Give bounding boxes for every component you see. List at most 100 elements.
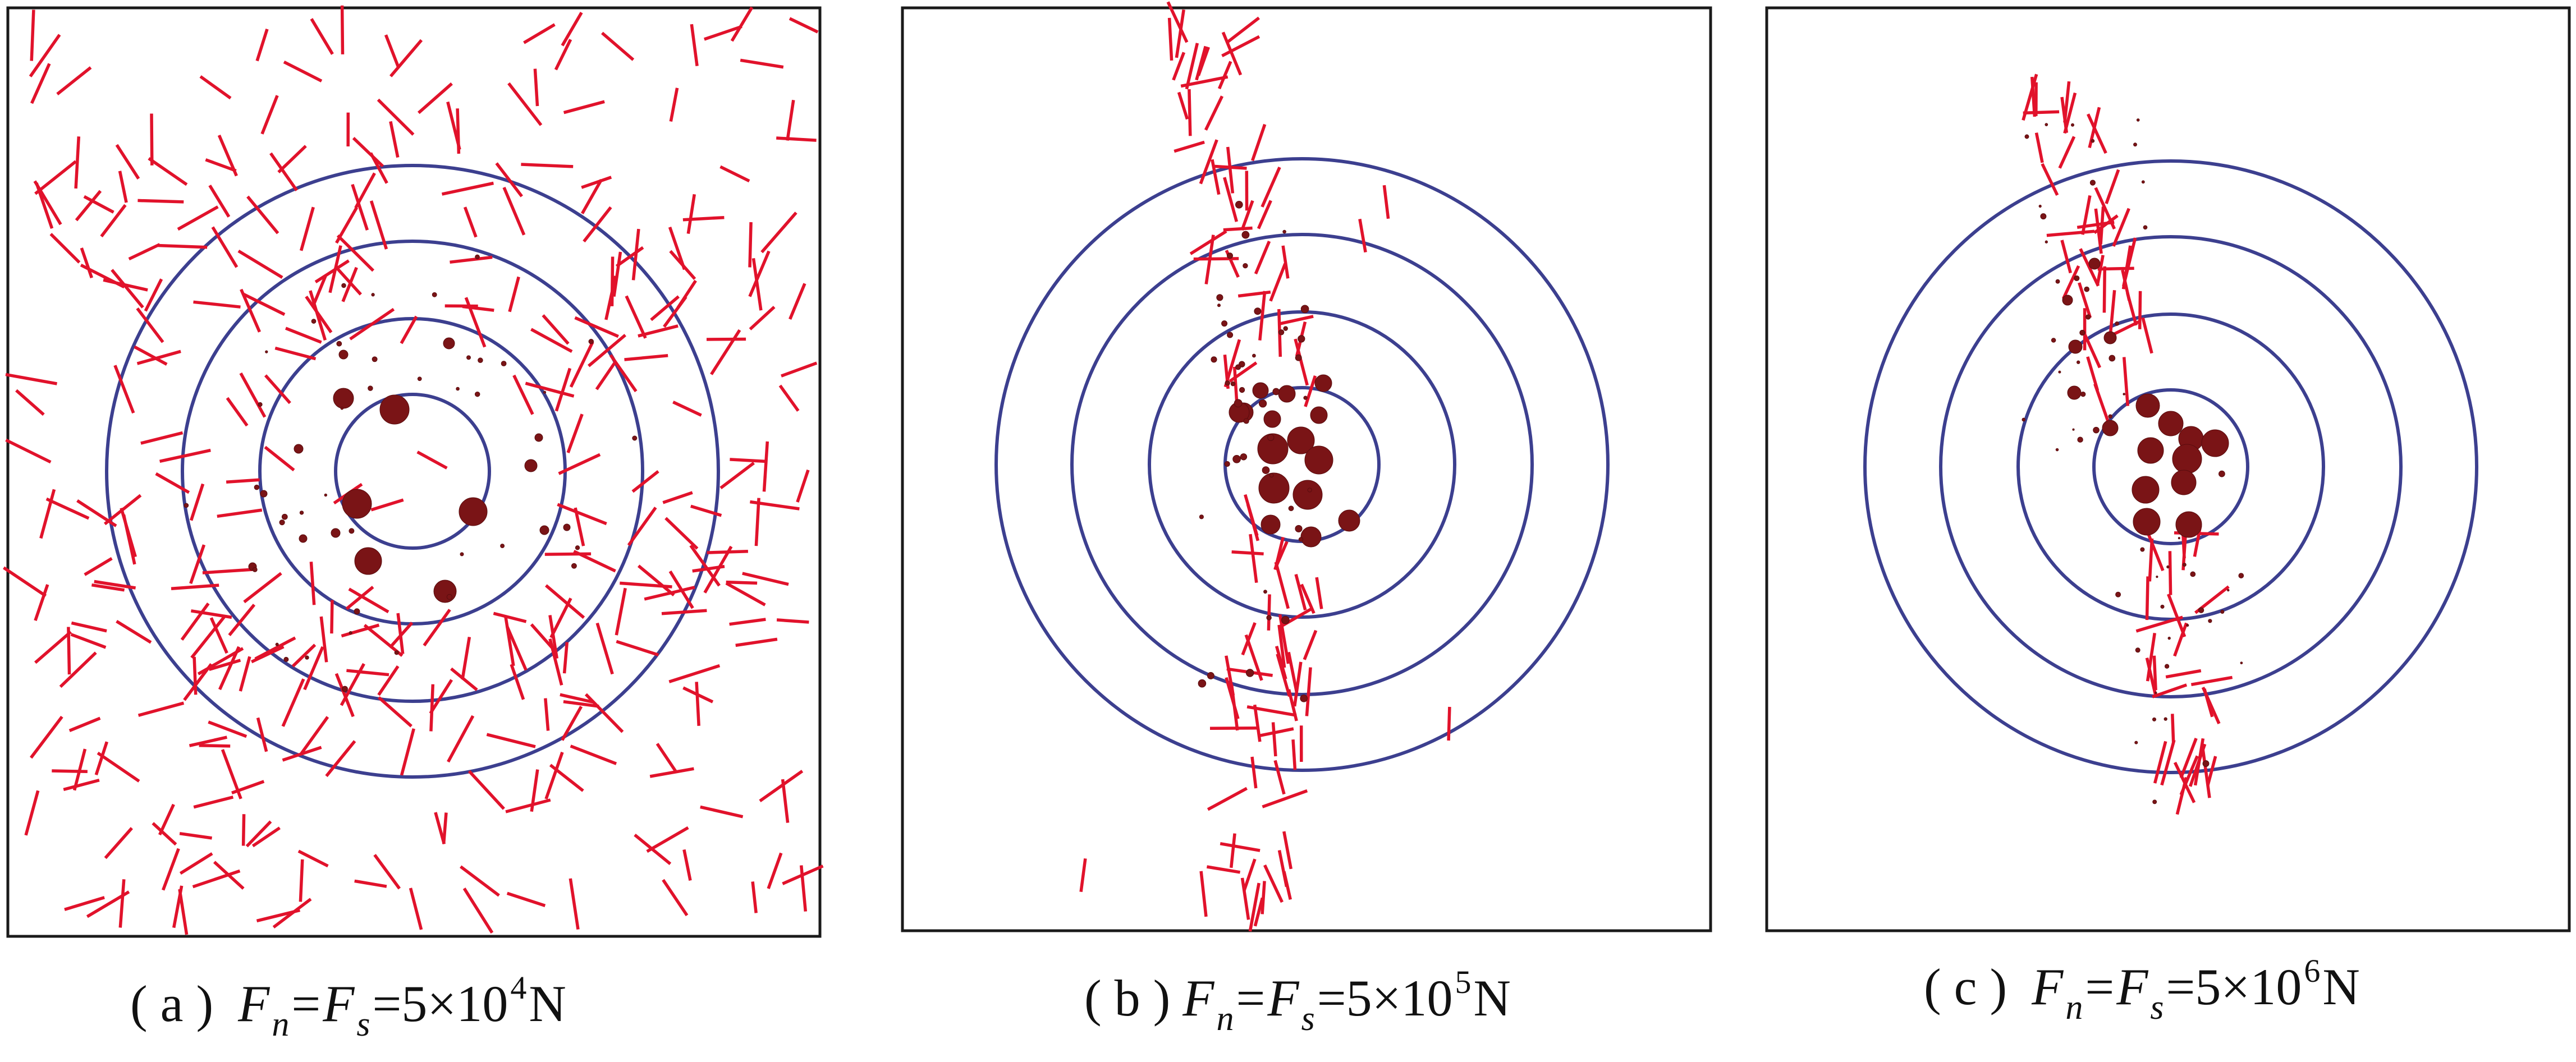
panel-a-crack-266 [700,805,744,819]
caption-c-eq2: =5×10 [2166,958,2302,1015]
panel-a-crack-264 [789,283,806,320]
panel-a-crack-130 [5,438,52,464]
panel-c-crack-61 [2171,714,2175,743]
panel-c-particle-51 [2143,225,2148,230]
panel-b-particle-5 [1292,480,1323,510]
panel-a-crack-104 [521,163,574,168]
panel-a-crack-171 [781,779,790,823]
panel-a-crack-298 [544,698,550,731]
panel-a-particle-16 [260,490,268,498]
panel-a-crack-209 [554,39,572,71]
panel-a-crack-7 [159,448,211,463]
panel-a-crack-304 [281,678,305,727]
panel-a-crack-239 [456,108,461,154]
panel-a-particle-27 [474,391,480,397]
panel-a-crack-179 [601,31,635,61]
panel-a-crack-160 [429,684,435,732]
panel-b-crack-53 [1207,787,1248,811]
panel-a-crack-208 [251,826,281,848]
caption-a-var2: F [322,975,355,1032]
panel-a-crack-300 [354,172,376,209]
panel-a-crack-217 [179,831,212,840]
panel-a-crack-188 [299,206,315,251]
panel-a-crack-211 [581,176,612,189]
panel-a-crack-222 [502,187,526,236]
panel-c-crack-39 [2058,136,2076,169]
panel-b-particle-41 [1198,679,1207,688]
panel-b-particle-51 [1303,396,1308,400]
panel-c-particle-49 [2166,565,2170,569]
panel-b-crack-30 [1172,52,1186,81]
panel-a-crack-43 [346,669,389,677]
caption-c-var1: F [2031,958,2064,1015]
panel-a-crack-270 [299,859,304,902]
panel-a-crack-37 [341,623,380,638]
panel-b-crack-504 [1079,858,1087,893]
panel-a-crack-40 [49,233,81,264]
panel-a-crack-98 [423,609,451,647]
panel-b-crack-87 [1211,159,1221,195]
panel-c-crack-29 [2153,741,2167,784]
panel-a-crack-333 [370,498,404,512]
panel-c-crack-43 [2167,594,2187,637]
panel-a-crack-285 [759,770,804,803]
panel-a-crack-214 [80,247,94,279]
panel-a-crack-273 [676,279,697,309]
panel-a-crack-310 [669,250,696,281]
panel-b-crack-78 [1241,622,1257,656]
panel-b-particle-1 [1257,433,1289,465]
panel-b-particle-7 [1263,410,1281,428]
panel-b-crack-502 [1358,218,1367,253]
panel-a [3,5,824,938]
panel-a-crack-118 [255,28,269,62]
panel-c-particle-50 [2045,123,2048,126]
panel-a-crack-311 [662,879,689,917]
panel-b-particle-27 [1234,399,1243,408]
panel-b-particle-53 [1235,364,1241,370]
panel-a-particle-56 [371,293,375,297]
caption-c-eq1: = [2085,958,2114,1015]
panel-a-crack-97 [495,162,523,197]
panel-a-crack-319 [690,24,699,66]
panel-a-crack-83 [94,741,109,776]
panel-a-crack-242 [781,361,818,378]
panel-c-particle-71 [2080,392,2086,397]
panel-a-crack-315 [240,288,262,333]
panel-a-crack-60 [30,63,51,104]
panel-c-crack-19 [2078,282,2092,319]
panel-c-crack-41 [2144,528,2165,572]
panel-c-crack-55 [2060,96,2069,134]
panel-c-particle-70 [2202,760,2210,767]
caption-a-exp: 4 [510,969,526,1006]
panel-a-particle-36 [311,319,317,324]
panel-a-crack-165 [115,144,140,180]
panel-b-crack-57 [1305,667,1312,716]
panel-a-crack-193 [638,324,679,338]
panel-a-crack-63 [595,622,614,675]
panel-c-ring-1 [2092,388,2249,545]
panel-a-crack-71 [45,497,90,520]
panel-a-crack-84 [226,397,249,427]
panel-c-particle-28 [2220,609,2225,614]
panel-a-crack-125 [68,716,101,732]
panel-a-particle-53 [281,513,288,520]
panel-b-crack-20 [1174,140,1205,153]
panel-b-crack-3 [1278,614,1290,664]
panel-c-particle-26 [2240,661,2243,665]
panel-c-particle-42 [2091,139,2095,143]
panel-a-particle-37 [475,254,480,260]
panel-a-crack-35 [463,206,478,238]
caption-b-var2: F [1267,969,1299,1027]
panel-b-particle-16 [1227,332,1234,338]
panel-a-crack-156 [561,705,583,741]
panel-a-particle-9 [539,525,549,535]
panel-b-crack-74 [1226,16,1260,44]
panel-b-particle-35 [1230,381,1236,387]
panel-b-crack-59 [1177,91,1189,120]
panel-b-particle-29 [1282,229,1286,234]
panel-b-particle-46 [1227,252,1233,259]
panel-a-crack-162 [148,157,188,186]
panel-b-crack-26 [1274,562,1290,609]
panel-a-crack-268 [171,583,219,590]
panel-a-crack-64 [118,879,126,928]
